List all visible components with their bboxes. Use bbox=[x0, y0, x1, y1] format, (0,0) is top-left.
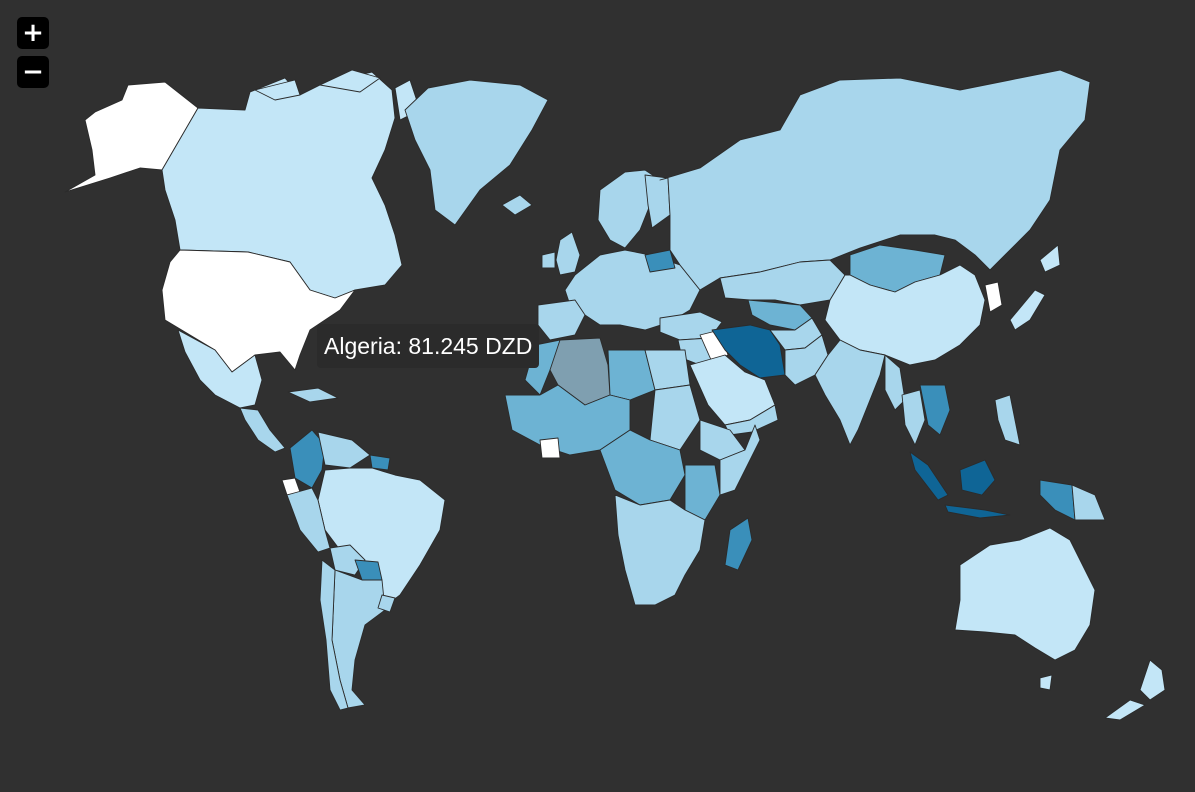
country-myanmar[interactable] bbox=[884, 354, 906, 411]
country-japan[interactable] bbox=[1009, 244, 1061, 331]
country-brazil[interactable] bbox=[317, 467, 446, 611]
country-thailand[interactable] bbox=[901, 389, 926, 446]
country-borneo[interactable] bbox=[959, 459, 996, 496]
country-tooltip: Algeria: 81.245 DZD bbox=[317, 324, 540, 368]
country-somalia[interactable] bbox=[719, 424, 761, 496]
country-russia[interactable] bbox=[659, 69, 1091, 291]
country-tasmania[interactable] bbox=[1039, 674, 1053, 691]
country-spain-portugal[interactable] bbox=[537, 299, 586, 341]
country-venezuela[interactable] bbox=[317, 431, 371, 469]
zoom-out-button[interactable]: − bbox=[17, 56, 49, 88]
country-peru[interactable] bbox=[286, 487, 331, 553]
country-ireland[interactable] bbox=[541, 251, 556, 269]
region-southern-africa[interactable] bbox=[614, 494, 706, 606]
country-guyanas[interactable] bbox=[369, 454, 391, 471]
country-uk[interactable] bbox=[555, 231, 581, 276]
country-libya[interactable] bbox=[607, 349, 656, 401]
region-west-africa[interactable] bbox=[504, 384, 631, 456]
country-paraguay[interactable] bbox=[354, 559, 383, 581]
country-greenland[interactable] bbox=[404, 79, 549, 226]
country-new-zealand[interactable] bbox=[1104, 659, 1166, 721]
country-papua-new-guinea[interactable] bbox=[1071, 484, 1106, 521]
country-korea[interactable] bbox=[984, 281, 1003, 313]
country-iceland[interactable] bbox=[501, 194, 533, 216]
country-chile[interactable] bbox=[319, 559, 349, 711]
country-sudan[interactable] bbox=[649, 384, 701, 451]
country-australia[interactable] bbox=[954, 527, 1096, 661]
country-usa[interactable] bbox=[161, 249, 356, 373]
country-belarus[interactable] bbox=[644, 249, 676, 273]
country-finland[interactable] bbox=[644, 174, 671, 229]
region-east-africa[interactable] bbox=[684, 464, 721, 521]
country-sumatra[interactable] bbox=[909, 451, 949, 501]
country-norway-sweden[interactable] bbox=[597, 169, 661, 249]
country-uruguay[interactable] bbox=[377, 594, 396, 613]
country-java[interactable] bbox=[944, 504, 1011, 519]
country-philippines[interactable] bbox=[994, 394, 1021, 446]
country-madagascar[interactable] bbox=[724, 517, 753, 571]
country-vietnam-laos[interactable] bbox=[919, 384, 951, 436]
country-new-guinea[interactable] bbox=[1039, 479, 1076, 521]
zoom-in-button[interactable]: + bbox=[17, 17, 49, 49]
country-ghana-region[interactable] bbox=[539, 437, 561, 459]
country-india[interactable] bbox=[814, 339, 886, 446]
country-cuba[interactable] bbox=[287, 387, 339, 403]
country-central-america[interactable] bbox=[239, 407, 286, 453]
country-mexico[interactable] bbox=[177, 329, 263, 409]
tooltip-text: Algeria: 81.245 DZD bbox=[324, 332, 533, 359]
